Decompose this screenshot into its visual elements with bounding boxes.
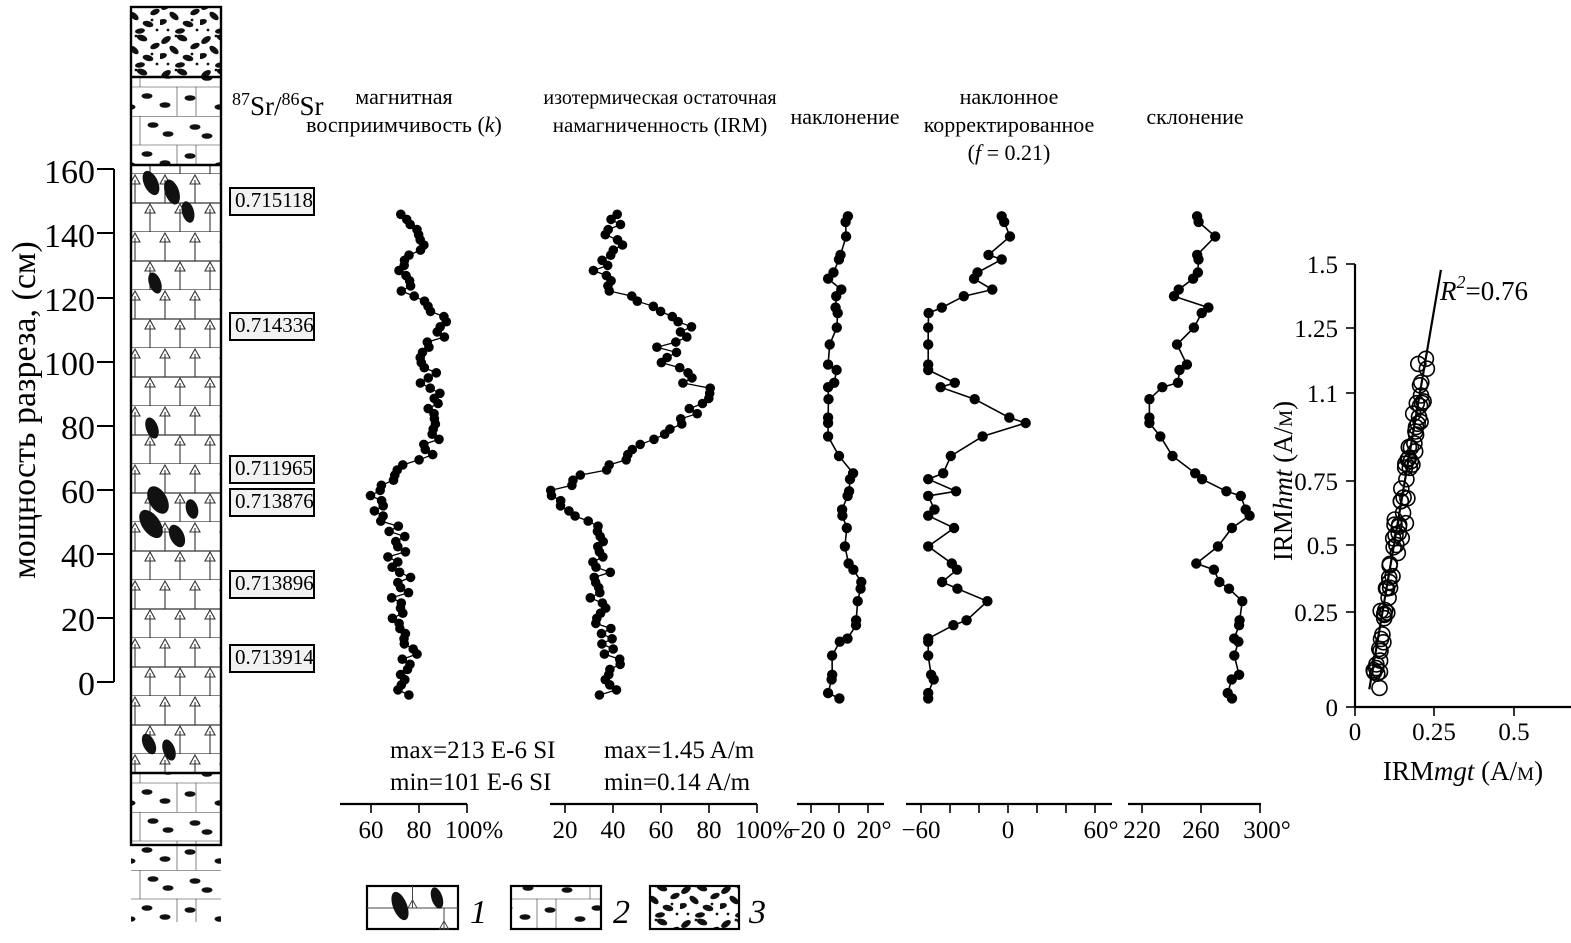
- svg-text:мощность разреза, (см): мощность разреза, (см): [6, 241, 43, 579]
- svg-text:0.715118: 0.715118: [235, 188, 313, 212]
- svg-text:0.25: 0.25: [1294, 600, 1338, 627]
- svg-text:восприимчивость (k): восприимчивость (k): [306, 112, 502, 137]
- svg-text:80: 80: [407, 817, 432, 844]
- svg-text:магнитная: магнитная: [355, 84, 452, 109]
- svg-text:2: 2: [613, 894, 630, 931]
- svg-text:−60: −60: [901, 817, 940, 844]
- svg-text:120: 120: [44, 282, 95, 319]
- svg-text:1.25: 1.25: [1294, 316, 1338, 343]
- svg-text:−20: −20: [786, 817, 825, 844]
- svg-text:300°: 300°: [1243, 817, 1291, 844]
- svg-text:60°: 60°: [1084, 817, 1119, 844]
- svg-text:R2=0.76: R2=0.76: [1439, 272, 1528, 306]
- svg-text:изотермическая остаточная: изотермическая остаточная: [543, 87, 776, 109]
- svg-text:60: 60: [649, 817, 674, 844]
- svg-text:0: 0: [833, 817, 846, 844]
- svg-text:наклонное: наклонное: [960, 84, 1059, 109]
- svg-text:намагниченность (IRM): намагниченность (IRM): [553, 113, 767, 137]
- svg-text:max=1.45 A/m: max=1.45 A/m: [604, 737, 755, 764]
- svg-text:0: 0: [1326, 695, 1339, 722]
- svg-text:140: 140: [44, 218, 95, 255]
- svg-text:1.5: 1.5: [1307, 252, 1338, 279]
- svg-text:0.713876: 0.713876: [235, 489, 314, 513]
- svg-text:220: 220: [1123, 817, 1161, 844]
- svg-text:наклонение: наклонение: [790, 104, 899, 129]
- svg-text:0: 0: [1002, 817, 1015, 844]
- svg-text:20: 20: [553, 817, 578, 844]
- svg-text:min=101 E-6 SI: min=101 E-6 SI: [390, 769, 551, 796]
- svg-text:60: 60: [359, 817, 384, 844]
- svg-text:60: 60: [61, 474, 95, 511]
- svg-text:0.75: 0.75: [1294, 469, 1338, 496]
- svg-text:0.713896: 0.713896: [235, 571, 314, 595]
- svg-text:0.711965: 0.711965: [235, 456, 313, 480]
- svg-text:3: 3: [748, 894, 766, 931]
- svg-text:40: 40: [61, 538, 95, 575]
- svg-text:160: 160: [44, 154, 95, 191]
- svg-text:1.1: 1.1: [1307, 381, 1338, 408]
- svg-text:0.25: 0.25: [1412, 719, 1456, 746]
- svg-text:100%: 100%: [735, 817, 793, 844]
- svg-text:0: 0: [78, 666, 95, 703]
- svg-text:1: 1: [470, 894, 487, 931]
- svg-text:0.714336: 0.714336: [235, 313, 314, 337]
- svg-text:100%: 100%: [445, 817, 503, 844]
- svg-text:0.5: 0.5: [1307, 533, 1338, 560]
- svg-text:40: 40: [601, 817, 626, 844]
- svg-text:min=0.14 A/m: min=0.14 A/m: [604, 769, 751, 796]
- svg-text:80: 80: [697, 817, 722, 844]
- svg-text:20: 20: [61, 602, 95, 639]
- svg-text:20°: 20°: [857, 817, 892, 844]
- svg-text:0: 0: [1349, 719, 1362, 746]
- svg-text:100: 100: [44, 346, 95, 383]
- svg-text:80: 80: [61, 410, 95, 447]
- svg-text:(f = 0.21): (f = 0.21): [968, 140, 1051, 165]
- svg-text:0.5: 0.5: [1498, 719, 1529, 746]
- svg-text:корректированное: корректированное: [924, 112, 1095, 137]
- svg-text:0.713914: 0.713914: [235, 645, 314, 669]
- svg-text:max=213 E-6 SI: max=213 E-6 SI: [390, 737, 555, 764]
- svg-text:склонение: склонение: [1146, 104, 1243, 129]
- svg-text:260: 260: [1182, 817, 1220, 844]
